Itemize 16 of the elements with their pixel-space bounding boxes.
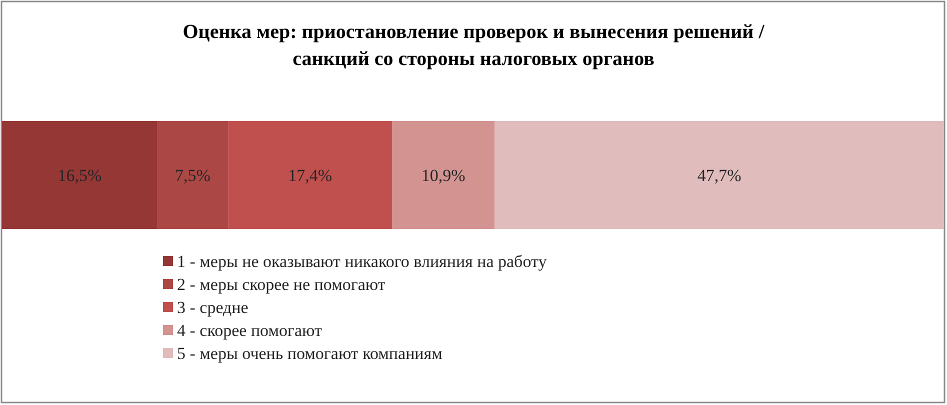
chart-title: Оценка мер: приостановление проверок и вынесения решений / санкций со стороны налоговых органов [182,21,765,70]
data-label: 47,7% [697,166,742,185]
legend-label: 1 - меры не оказывают никакого влияния на работу [177,252,548,271]
bar [392,121,495,229]
data-label: 16,5% [58,166,102,185]
data-label: 17,4% [288,166,332,185]
bar [157,121,228,229]
legend-label: 3 - средне [177,298,248,317]
bar [494,121,944,229]
data-label: 10,9% [421,166,466,185]
bar [228,121,392,229]
bar [2,121,158,229]
legend-label: 5 - меры очень помогают компаниям [177,344,443,363]
data-label: 7,5% [175,166,210,185]
legend-label: 4 - скорее помогают [177,321,322,340]
legend-label: 2 - меры скорее не помогают [177,275,386,294]
